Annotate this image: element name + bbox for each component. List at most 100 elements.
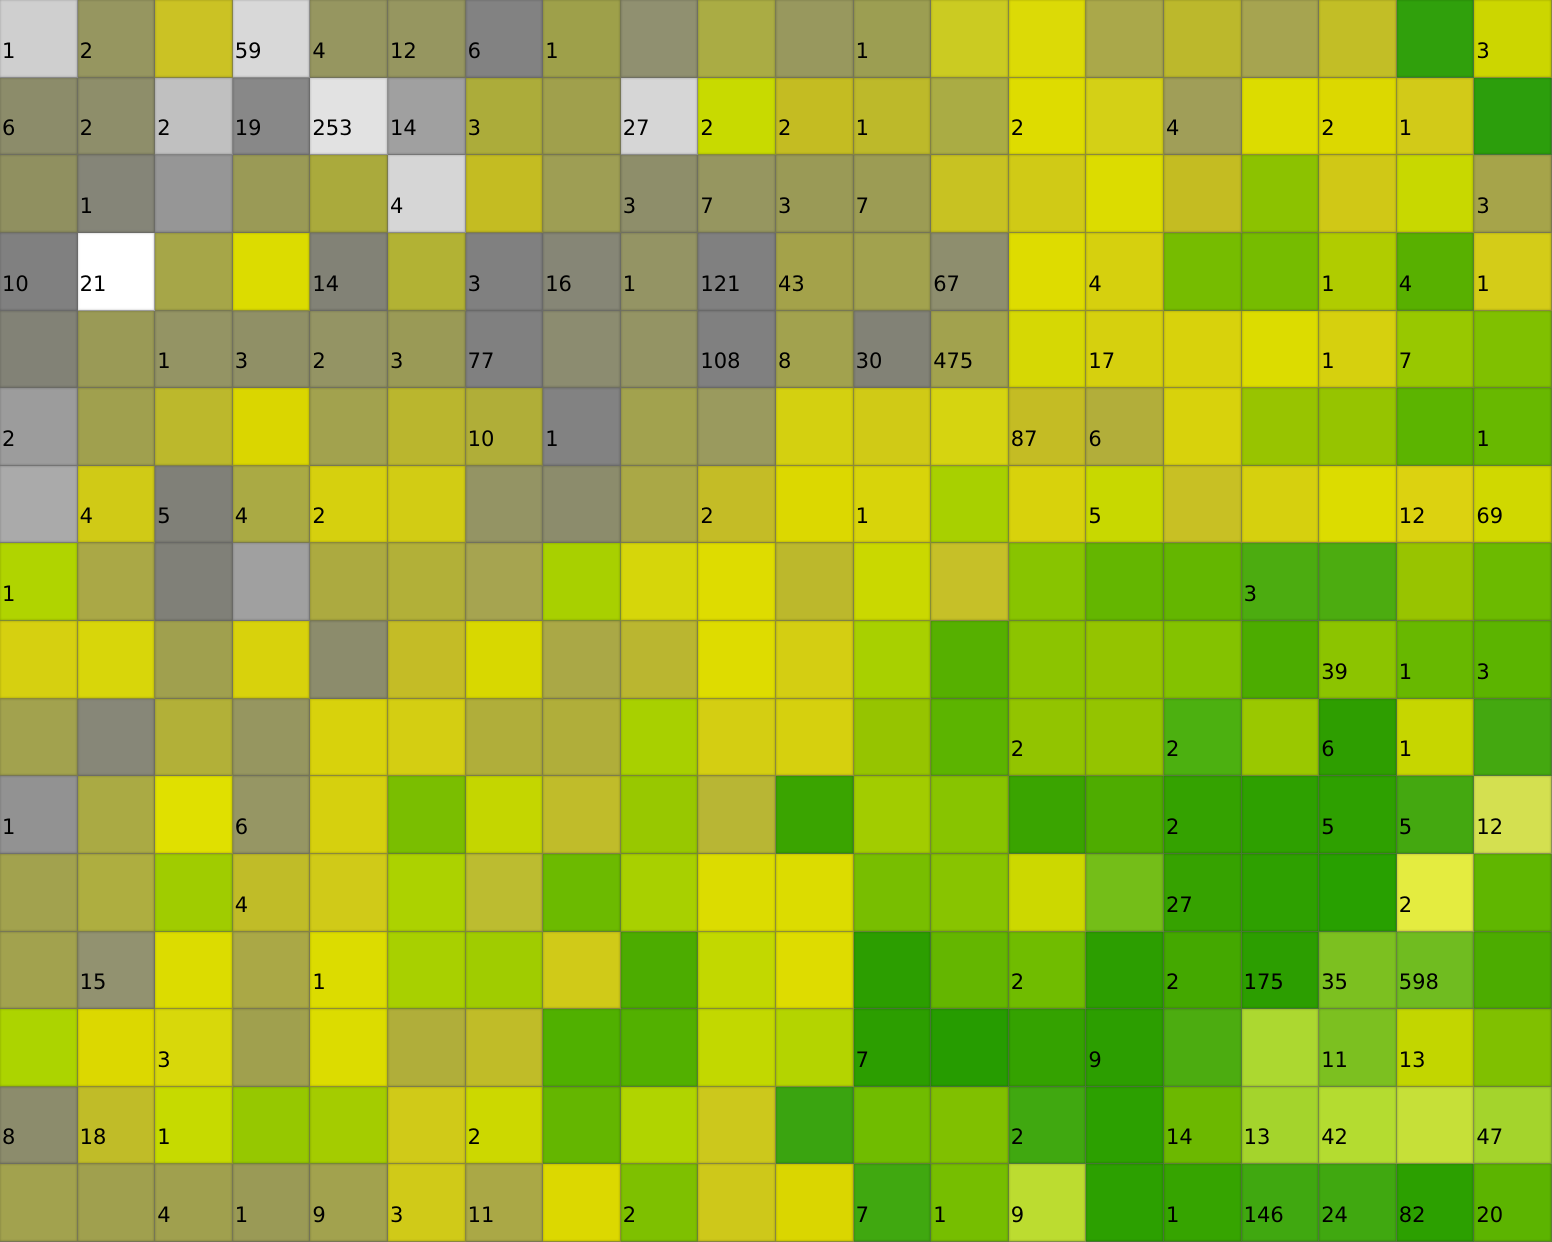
grid-cell[interactable] xyxy=(698,388,776,466)
grid-cell[interactable]: 253 xyxy=(310,77,388,156)
grid-cell[interactable] xyxy=(931,543,1009,621)
grid-cell[interactable] xyxy=(465,621,544,699)
grid-cell[interactable]: 12 xyxy=(1396,465,1475,544)
grid-cell[interactable] xyxy=(1396,155,1475,233)
grid-cell[interactable] xyxy=(465,1009,544,1087)
grid-cell[interactable] xyxy=(698,853,776,932)
grid-cell[interactable]: 2 xyxy=(77,0,156,78)
grid-cell[interactable] xyxy=(931,698,1009,777)
grid-cell[interactable] xyxy=(232,621,311,699)
grid-cell[interactable] xyxy=(1163,232,1242,311)
grid-cell[interactable] xyxy=(853,1086,932,1165)
grid-cell[interactable]: 121 xyxy=(698,232,776,311)
grid-cell[interactable] xyxy=(387,465,466,544)
grid-cell[interactable]: 27 xyxy=(620,77,699,156)
grid-cell[interactable]: 5 xyxy=(1396,776,1475,854)
grid-cell[interactable]: 108 xyxy=(698,310,776,389)
grid-cell[interactable] xyxy=(775,776,854,854)
grid-cell[interactable] xyxy=(0,621,78,699)
grid-cell[interactable] xyxy=(1163,310,1242,389)
grid-cell[interactable] xyxy=(232,1009,311,1087)
grid-cell[interactable] xyxy=(465,698,544,777)
grid-cell[interactable]: 77 xyxy=(465,310,544,389)
grid-cell[interactable] xyxy=(465,853,544,932)
grid-cell[interactable]: 2 xyxy=(465,1086,544,1165)
grid-cell[interactable]: 3 xyxy=(620,155,699,233)
grid-cell[interactable] xyxy=(775,853,854,932)
grid-cell[interactable]: 1 xyxy=(1396,77,1475,156)
grid-cell[interactable] xyxy=(387,1009,466,1087)
grid-cell[interactable]: 7 xyxy=(853,1164,932,1242)
grid-cell[interactable] xyxy=(155,621,233,699)
grid-cell[interactable]: 1 xyxy=(1319,232,1397,311)
grid-cell[interactable]: 5 xyxy=(1319,776,1397,854)
grid-cell[interactable]: 3 xyxy=(387,310,466,389)
grid-cell[interactable] xyxy=(1008,1009,1087,1087)
grid-cell[interactable] xyxy=(620,465,699,544)
grid-cell[interactable]: 20 xyxy=(1474,1164,1552,1242)
grid-cell[interactable] xyxy=(1319,853,1397,932)
grid-cell[interactable] xyxy=(775,621,854,699)
grid-cell[interactable]: 1 xyxy=(1163,1164,1242,1242)
grid-cell[interactable]: 2 xyxy=(1163,931,1242,1010)
grid-cell[interactable] xyxy=(387,543,466,621)
grid-cell[interactable]: 2 xyxy=(620,1164,699,1242)
grid-cell[interactable]: 6 xyxy=(232,776,311,854)
grid-cell[interactable] xyxy=(465,543,544,621)
grid-cell[interactable] xyxy=(620,776,699,854)
grid-cell[interactable]: 4 xyxy=(1086,232,1164,311)
grid-cell[interactable]: 1 xyxy=(543,0,621,78)
grid-cell[interactable]: 18 xyxy=(77,1086,156,1165)
grid-cell[interactable] xyxy=(1241,232,1320,311)
grid-cell[interactable] xyxy=(620,1086,699,1165)
grid-cell[interactable] xyxy=(155,776,233,854)
grid-cell[interactable] xyxy=(853,931,932,1010)
grid-cell[interactable]: 4 xyxy=(387,155,466,233)
grid-cell[interactable]: 3 xyxy=(232,310,311,389)
grid-cell[interactable] xyxy=(1474,931,1552,1010)
grid-cell[interactable] xyxy=(1396,388,1475,466)
grid-cell[interactable]: 11 xyxy=(465,1164,544,1242)
grid-cell[interactable] xyxy=(1163,0,1242,78)
grid-cell[interactable]: 2 xyxy=(1319,77,1397,156)
grid-cell[interactable] xyxy=(931,776,1009,854)
grid-cell[interactable]: 1 xyxy=(77,155,156,233)
grid-cell[interactable] xyxy=(1008,621,1087,699)
grid-cell[interactable] xyxy=(1474,853,1552,932)
grid-cell[interactable] xyxy=(232,1086,311,1165)
grid-cell[interactable] xyxy=(387,232,466,311)
grid-cell[interactable] xyxy=(1241,155,1320,233)
grid-cell[interactable] xyxy=(0,155,78,233)
grid-cell[interactable]: 4 xyxy=(1396,232,1475,311)
grid-cell[interactable] xyxy=(775,0,854,78)
grid-cell[interactable]: 4 xyxy=(232,853,311,932)
grid-cell[interactable]: 1 xyxy=(1396,698,1475,777)
grid-cell[interactable] xyxy=(698,1086,776,1165)
grid-cell[interactable] xyxy=(620,543,699,621)
grid-cell[interactable] xyxy=(1086,853,1164,932)
grid-cell[interactable]: 14 xyxy=(310,232,388,311)
grid-cell[interactable] xyxy=(931,621,1009,699)
grid-cell[interactable]: 1 xyxy=(0,0,78,78)
grid-cell[interactable]: 9 xyxy=(1086,1009,1164,1087)
grid-cell[interactable] xyxy=(310,388,388,466)
grid-cell[interactable] xyxy=(1474,543,1552,621)
grid-cell[interactable]: 3 xyxy=(1241,543,1320,621)
grid-cell[interactable] xyxy=(387,698,466,777)
grid-cell[interactable] xyxy=(232,698,311,777)
grid-cell[interactable]: 2 xyxy=(1163,698,1242,777)
grid-cell[interactable]: 475 xyxy=(931,310,1009,389)
grid-cell[interactable] xyxy=(543,853,621,932)
grid-cell[interactable] xyxy=(775,1009,854,1087)
grid-cell[interactable] xyxy=(1086,698,1164,777)
grid-cell[interactable]: 24 xyxy=(1319,1164,1397,1242)
grid-cell[interactable]: 13 xyxy=(1396,1009,1475,1087)
grid-cell[interactable]: 8 xyxy=(0,1086,78,1165)
grid-cell[interactable]: 1 xyxy=(543,388,621,466)
grid-cell[interactable] xyxy=(931,853,1009,932)
grid-cell[interactable] xyxy=(1241,698,1320,777)
grid-cell[interactable] xyxy=(155,388,233,466)
grid-cell[interactable] xyxy=(698,698,776,777)
grid-cell[interactable] xyxy=(543,776,621,854)
grid-cell[interactable] xyxy=(620,1009,699,1087)
